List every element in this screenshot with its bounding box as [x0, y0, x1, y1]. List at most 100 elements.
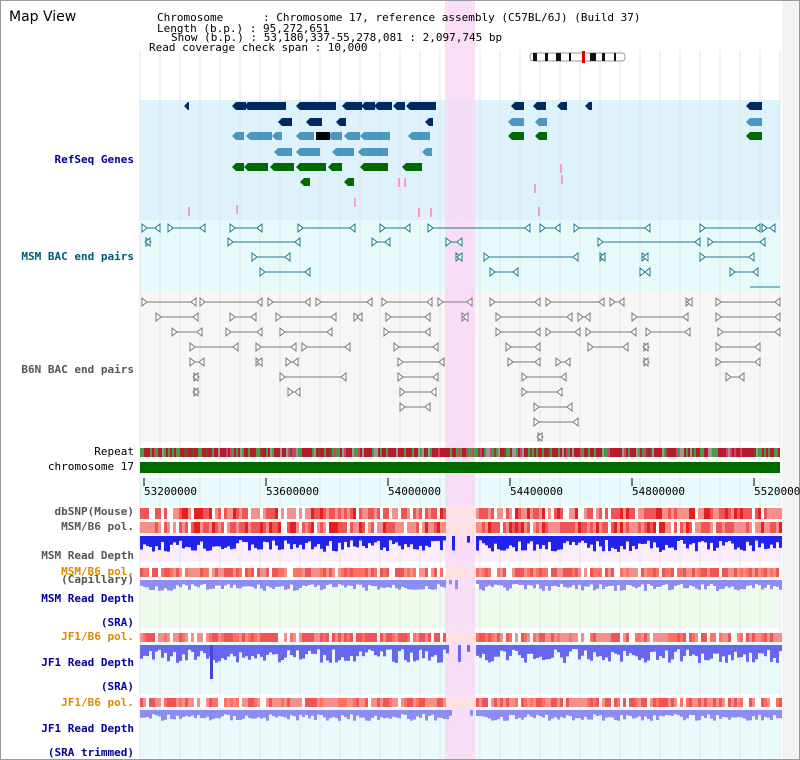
heat-cell — [425, 633, 428, 642]
track-label-msm-depth-capillary[interactable]: MSM Read Depth (Capillary) — [15, 538, 134, 598]
repeat-stripe — [320, 448, 322, 457]
heat-cell — [335, 698, 338, 707]
read-depth-bar — [671, 645, 674, 660]
track-label-msm-b6-pol-2[interactable]: MSM/B6 pol. — [61, 565, 134, 578]
track-label-jf1-depth-sra[interactable]: JF1 Read Depth (SRA) — [15, 645, 134, 705]
heat-cell — [536, 568, 539, 577]
read-depth-bar — [422, 645, 425, 659]
repeat-stripe — [750, 448, 752, 457]
read-depth-bar — [671, 580, 674, 590]
heat-cell — [377, 633, 380, 642]
heat-cell — [257, 633, 260, 642]
track-label-dbsnp[interactable]: dbSNP(Mouse) — [54, 505, 134, 518]
heat-cell — [713, 522, 716, 533]
heat-cell — [155, 508, 158, 519]
gene-block — [378, 102, 392, 110]
heat-cell — [737, 568, 740, 577]
repeat-stripe — [394, 448, 396, 457]
bac-end-marker — [598, 296, 605, 308]
repeat-stripe — [534, 448, 536, 457]
repeat-stripe — [778, 448, 780, 457]
repeat-stripe — [556, 448, 558, 457]
read-depth-bar — [278, 645, 281, 663]
repeat-stripe — [486, 448, 488, 457]
heat-cell — [623, 633, 626, 642]
heat-cell — [401, 633, 404, 642]
read-depth-bar — [413, 536, 416, 550]
heat-cell — [248, 698, 251, 707]
repeat-stripe — [268, 448, 270, 457]
read-depth-bar — [329, 710, 332, 719]
read-depth-bar — [506, 710, 509, 721]
read-depth-bar — [440, 580, 443, 587]
read-depth-bar — [518, 580, 521, 585]
heat-cell — [746, 633, 749, 642]
heat-cell — [344, 568, 347, 577]
read-depth-bar — [737, 536, 740, 548]
read-depth-bar — [593, 580, 596, 591]
heat-cell — [191, 633, 194, 642]
heat-cell — [605, 522, 608, 533]
repeat-stripe — [498, 448, 500, 457]
heat-cell — [401, 522, 404, 533]
heat-cell — [464, 633, 467, 642]
read-depth-bar — [191, 580, 194, 585]
track-label-msm-b6-pol-1[interactable]: MSM/B6 pol. — [61, 520, 134, 533]
heat-cell — [545, 568, 548, 577]
read-depth-bar — [251, 645, 254, 656]
read-depth-bar — [308, 536, 311, 542]
heat-cell — [233, 568, 236, 577]
heat-cell — [689, 522, 692, 533]
read-depth-bar — [257, 580, 260, 585]
heat-cell — [575, 698, 578, 707]
track-label-refseq[interactable]: RefSeq Genes — [54, 153, 134, 166]
heat-cell — [332, 522, 335, 533]
read-depth-bar — [704, 710, 707, 719]
track-label-jf1-pol-1[interactable]: JF1/B6 pol. — [61, 630, 134, 643]
repeat-stripe — [140, 448, 142, 457]
read-depth-bar — [557, 710, 560, 720]
repeat-stripe — [174, 448, 176, 457]
read-depth-bar — [512, 536, 515, 548]
read-depth-bar — [539, 710, 542, 717]
read-depth-bar — [602, 710, 605, 721]
heat-cell — [149, 508, 152, 519]
bac-end-marker — [545, 326, 552, 338]
repeat-stripe — [460, 448, 462, 457]
track-label-jf1-depth-trimmed[interactable]: JF1 Read Depth (SRA trimmed) — [15, 711, 134, 760]
read-depth-bar — [491, 536, 494, 552]
gene-block — [248, 163, 268, 171]
heat-cell — [698, 568, 701, 577]
heat-cell — [743, 633, 746, 642]
read-depth-bar — [581, 580, 584, 591]
heat-cell — [710, 698, 713, 707]
repeat-stripe — [538, 448, 540, 457]
heat-cell — [632, 698, 635, 707]
track-label-b6n-bac[interactable]: B6N BAC end pairs — [21, 363, 134, 376]
repeat-stripe — [770, 448, 772, 457]
ideogram-band — [590, 53, 596, 61]
heat-cell — [494, 633, 497, 642]
read-depth-bar — [527, 710, 530, 715]
repeat-stripe — [392, 448, 394, 457]
heat-cell — [461, 522, 464, 533]
track-label-msm-bac[interactable]: MSM BAC end pairs — [21, 250, 134, 263]
heat-cell — [722, 522, 725, 533]
read-depth-bar — [779, 645, 782, 652]
read-depth-bar — [209, 710, 212, 721]
heat-cell — [596, 633, 599, 642]
read-depth-bar — [767, 580, 770, 585]
heat-cell — [548, 633, 551, 642]
heat-cell — [533, 633, 536, 642]
heat-cell — [260, 698, 263, 707]
read-depth-bar — [542, 580, 545, 591]
heat-cell — [704, 522, 707, 533]
track-label-jf1-pol-2[interactable]: JF1/B6 pol. — [61, 696, 134, 709]
read-depth-bar — [173, 536, 176, 543]
track-label-msm-depth-sra[interactable]: MSM Read Depth (SRA) — [15, 581, 134, 641]
heat-cell — [275, 568, 278, 577]
heat-cell — [308, 633, 311, 642]
heat-cell — [230, 698, 233, 707]
heat-cell — [590, 698, 593, 707]
